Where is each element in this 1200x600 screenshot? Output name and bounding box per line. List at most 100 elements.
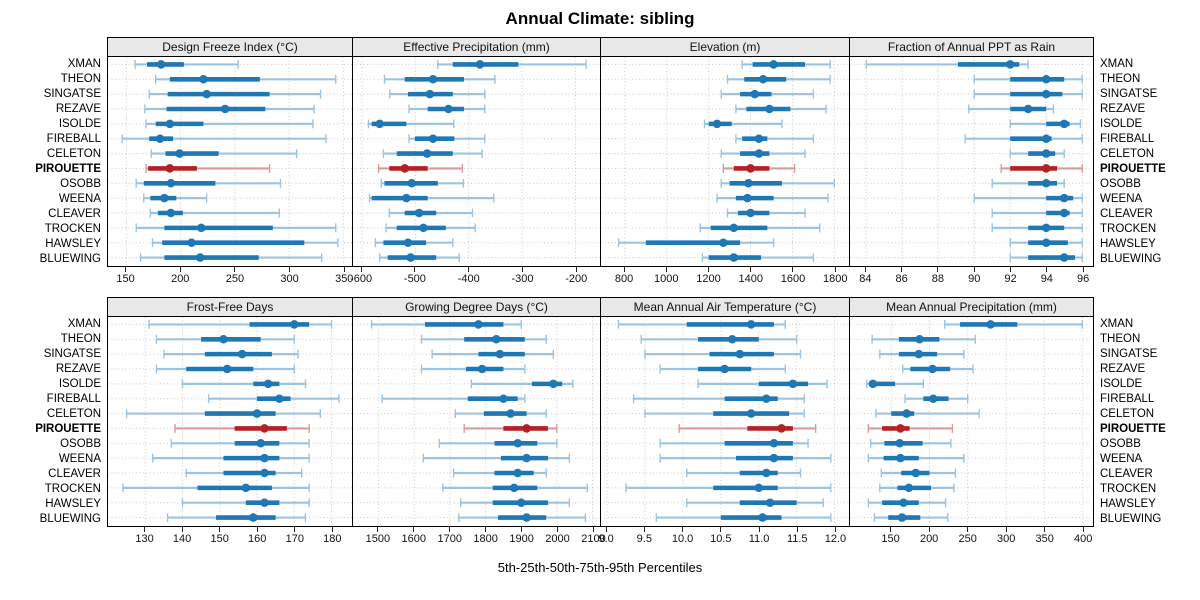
percentile-row	[422, 453, 571, 463]
panel-plot-area	[107, 57, 353, 267]
axis-tick-label: 350	[335, 273, 354, 285]
percentile-row	[720, 178, 836, 188]
percentile-row	[381, 394, 526, 404]
percentile-row	[867, 423, 954, 433]
axis-tick-label: -200	[565, 273, 588, 285]
axis-tick	[937, 267, 939, 272]
median-dot	[513, 439, 522, 448]
axis-tick-label: 200	[919, 533, 939, 545]
axis-tick-label: 9.5	[636, 533, 652, 545]
median-dot	[428, 134, 438, 143]
axis-tick	[181, 527, 183, 532]
median-dot	[444, 104, 453, 114]
axis-tick	[682, 527, 684, 532]
site-label: BLUEWING	[39, 253, 101, 265]
site-label: CLEAVER	[48, 208, 101, 220]
percentile-row	[880, 468, 957, 478]
percentile-row	[659, 453, 832, 463]
percentile-row	[155, 364, 295, 374]
percentile-row	[370, 319, 522, 329]
site-label: THEON	[1100, 333, 1141, 345]
percentile-row	[686, 468, 802, 478]
median-dot	[155, 134, 165, 143]
axis-tick-label: 130	[135, 533, 154, 545]
percentile-row	[144, 104, 315, 114]
median-dot	[289, 320, 299, 329]
panel: Frost-Free Days 130 140 150 160 170 180	[107, 297, 353, 552]
axis-tick	[414, 267, 416, 272]
percentile-row	[944, 319, 1083, 329]
percentile-row	[151, 238, 339, 248]
median-dot	[902, 409, 911, 418]
percentile-row	[420, 364, 526, 374]
median-dot	[897, 513, 907, 522]
median-dot	[1041, 75, 1051, 84]
median-dot	[522, 424, 531, 433]
percentile-row	[697, 379, 828, 389]
axis-tick	[605, 527, 607, 532]
y-axis-labels-right-top: XMAN THEON SINGATSE REZAVE ISOLDE FIREBALL CEL…	[1094, 37, 1200, 267]
panel-plot-area	[352, 57, 601, 267]
median-dot	[1059, 253, 1069, 262]
percentile-row	[431, 349, 555, 359]
percentile-row	[1009, 119, 1082, 129]
site-label: OSOBB	[60, 178, 101, 190]
axis-tick-label: -600	[350, 273, 373, 285]
median-dot	[729, 223, 739, 233]
median-dot	[712, 119, 722, 129]
percentile-row	[470, 379, 574, 389]
percentile-row	[617, 238, 775, 248]
median-dot	[911, 468, 920, 478]
median-dot	[195, 253, 205, 262]
median-dot	[403, 238, 413, 247]
median-dot	[1041, 179, 1051, 188]
axis-tick	[557, 527, 559, 532]
panel-strip-title: Elevation (m)	[600, 37, 850, 57]
axis-tick	[967, 527, 969, 532]
axis-tick-label: 88	[931, 273, 945, 285]
median-dot	[735, 349, 745, 359]
axis-tick-label: 2100	[581, 533, 606, 545]
site-label: BLUEWING	[1100, 253, 1162, 265]
median-dot	[765, 498, 775, 507]
percentile-row	[991, 208, 1083, 218]
site-label: WEENA	[1100, 453, 1143, 465]
median-dot	[495, 349, 505, 359]
panel-plot-svg	[601, 57, 849, 265]
site-label: FIREBALL	[1100, 133, 1155, 145]
percentile-row	[374, 238, 454, 248]
percentile-row	[454, 409, 547, 419]
median-dot	[187, 238, 196, 247]
panel: Fraction of Annual PPT as Rain 84 86 88 90 92…	[849, 37, 1094, 295]
median-dot	[237, 349, 247, 359]
median-dot	[1005, 60, 1015, 69]
percentile-row	[735, 134, 815, 144]
axis-tick-label: 1000	[654, 273, 679, 285]
percentile-row	[148, 319, 333, 329]
median-dot	[720, 364, 729, 374]
axis-tick	[1046, 267, 1048, 272]
percentile-row	[644, 349, 802, 359]
site-label: HAWSLEY	[1100, 238, 1156, 250]
percentile-row	[145, 119, 314, 129]
axis-tick	[575, 267, 577, 272]
axis-tick-label: 11.0	[748, 533, 770, 545]
site-label: FIREBALL	[46, 393, 101, 405]
axis-tick-label: 150	[881, 533, 900, 545]
axis-tick-label: 96	[1076, 273, 1090, 285]
percentile-row	[170, 438, 310, 448]
median-dot	[509, 483, 519, 493]
panel-strip-title: Frost-Free Days	[107, 297, 353, 317]
median-dot	[219, 335, 228, 344]
site-label: TROCKEN	[44, 223, 101, 235]
axis-tick-label: 1800	[822, 273, 848, 285]
percentile-row	[865, 59, 1029, 69]
median-dot	[199, 75, 208, 84]
site-label: CELETON	[1100, 408, 1155, 420]
panel-strip-title: Mean Annual Air Temperature (°C)	[600, 297, 850, 317]
axis-tick-label: 140	[172, 533, 192, 545]
median-dot	[1041, 164, 1051, 173]
median-dot	[196, 223, 206, 233]
median-dot	[769, 439, 779, 448]
